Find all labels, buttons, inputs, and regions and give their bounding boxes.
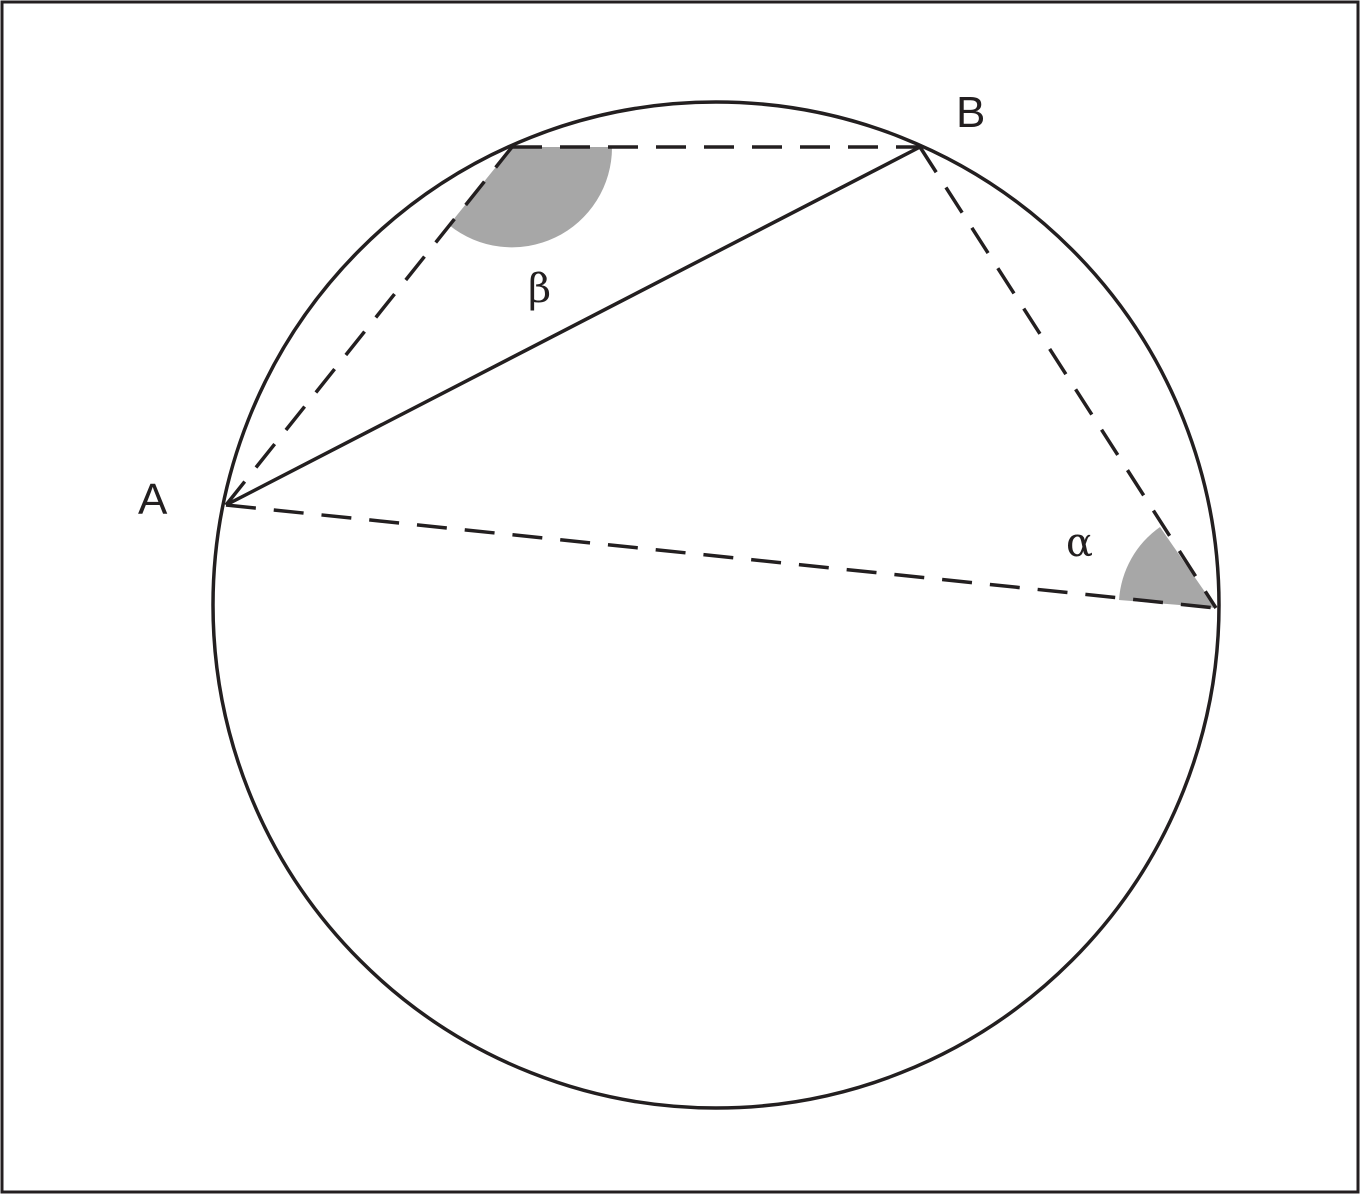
label-angle-beta: β bbox=[528, 266, 551, 312]
angle-alpha-wedge bbox=[1119, 527, 1216, 608]
chord-a-to-right-dashed bbox=[225, 503, 1217, 610]
label-point-a: A bbox=[138, 475, 168, 524]
label-point-b: B bbox=[956, 88, 985, 137]
dashed-chords bbox=[224, 145, 1218, 610]
chord-ab-solid bbox=[225, 145, 921, 507]
angle-beta-wedge bbox=[449, 147, 613, 248]
label-angle-alpha: α bbox=[1066, 520, 1093, 566]
chord-a-to-top-dashed bbox=[224, 145, 514, 507]
chord-b-to-right-dashed bbox=[918, 146, 1218, 609]
circle bbox=[211, 100, 1221, 1110]
